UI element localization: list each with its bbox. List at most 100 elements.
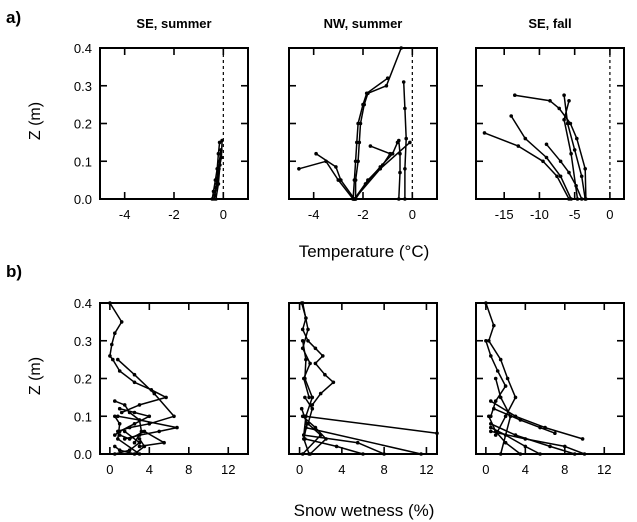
x-tick-label: 8 — [561, 462, 568, 477]
data-point — [305, 422, 309, 426]
data-point — [513, 433, 518, 437]
profile-line — [485, 302, 517, 436]
data-point — [398, 170, 402, 175]
data-point — [523, 444, 528, 449]
panel-title: NW, summer — [324, 16, 403, 31]
data-point — [313, 346, 318, 351]
y-tick-label: 0.4 — [74, 41, 92, 56]
data-point — [122, 403, 127, 407]
data-point — [218, 163, 222, 167]
x-tick-label: 0 — [220, 207, 227, 222]
profile-line — [300, 408, 310, 455]
data-point — [318, 433, 323, 437]
data-point — [489, 429, 493, 434]
data-point — [303, 376, 307, 381]
data-point — [113, 414, 117, 419]
data-point — [503, 414, 508, 419]
data-point — [508, 414, 513, 419]
profile-line — [484, 132, 570, 200]
x-tick-label: 0 — [606, 207, 613, 222]
y-axis-label-row-b: Z (m) — [27, 357, 44, 395]
panel-6: 0 4 8 12 — [475, 301, 625, 477]
data-point — [313, 425, 318, 430]
data-point — [366, 178, 370, 182]
data-point — [568, 121, 573, 126]
data-point — [172, 414, 176, 419]
y-tick-label: 0.1 — [74, 409, 92, 424]
x-tick-label: -15 — [495, 207, 514, 222]
data-point — [404, 136, 409, 141]
data-point — [562, 117, 566, 122]
x-axis-label-snow-wetness: Snow wetness (%) — [294, 501, 435, 520]
profiles — [484, 301, 587, 456]
data-point — [212, 193, 217, 197]
data-point — [157, 429, 161, 434]
data-point — [310, 406, 315, 411]
data-point — [310, 395, 315, 400]
data-point — [516, 144, 521, 148]
profile-line — [490, 423, 575, 455]
profile-line — [354, 47, 402, 199]
data-point — [538, 425, 542, 430]
y-tick-label: 0.4 — [74, 296, 92, 311]
data-point — [339, 178, 343, 182]
data-point — [310, 403, 315, 407]
data-point — [357, 140, 362, 145]
plot-frame — [288, 302, 438, 455]
data-point — [489, 354, 493, 358]
profile-line — [494, 378, 512, 455]
y-tick-label: 0.0 — [74, 192, 92, 207]
row-label-b: b) — [6, 262, 22, 281]
profile-line — [490, 400, 583, 440]
data-point — [117, 422, 122, 426]
y-tick-label: 0.2 — [74, 372, 92, 387]
panel-1: SE, summer -4 -2 0 0.0 0.1 0.2 0.3 0.4 — [74, 16, 249, 222]
data-point — [122, 429, 127, 434]
data-point — [137, 440, 142, 445]
data-point — [503, 440, 508, 445]
y-tick-label: 0.3 — [74, 79, 92, 94]
data-point — [217, 140, 222, 145]
data-point — [142, 444, 147, 449]
panel-title: SE, summer — [136, 16, 211, 31]
profiles — [482, 93, 588, 201]
panel-2: NW, summer -4 -2 0 — [288, 16, 438, 222]
x-tick-label: 12 — [419, 462, 433, 477]
data-point — [553, 431, 557, 436]
data-point — [513, 395, 518, 400]
data-point — [216, 182, 221, 186]
data-point — [108, 354, 112, 358]
data-point — [334, 444, 339, 449]
profile-line — [304, 438, 364, 455]
data-point — [557, 106, 561, 111]
data-point — [132, 380, 137, 385]
data-point — [487, 414, 491, 419]
plot-frame — [475, 302, 625, 455]
data-point — [493, 433, 498, 437]
panel-3: SE, fall -15 -10 -5 0 — [475, 16, 625, 222]
data-point — [493, 429, 498, 434]
data-point — [137, 418, 142, 422]
data-point — [110, 342, 114, 347]
data-point — [113, 331, 117, 336]
data-point — [562, 93, 566, 97]
data-point — [523, 136, 528, 141]
data-point — [492, 323, 496, 328]
data-point — [137, 403, 142, 407]
profile-line — [114, 415, 140, 455]
data-point — [300, 327, 305, 332]
profile-line — [304, 415, 438, 434]
data-point — [132, 440, 137, 445]
data-point — [575, 136, 579, 141]
data-point — [137, 437, 142, 441]
data-point — [355, 140, 359, 145]
data-point — [119, 320, 124, 324]
data-point — [111, 357, 115, 362]
profiles — [299, 301, 439, 456]
data-point — [356, 121, 360, 126]
plot-frame — [475, 47, 625, 200]
data-point — [493, 399, 498, 403]
data-point — [569, 151, 573, 156]
x-tick-label: 12 — [597, 462, 611, 477]
